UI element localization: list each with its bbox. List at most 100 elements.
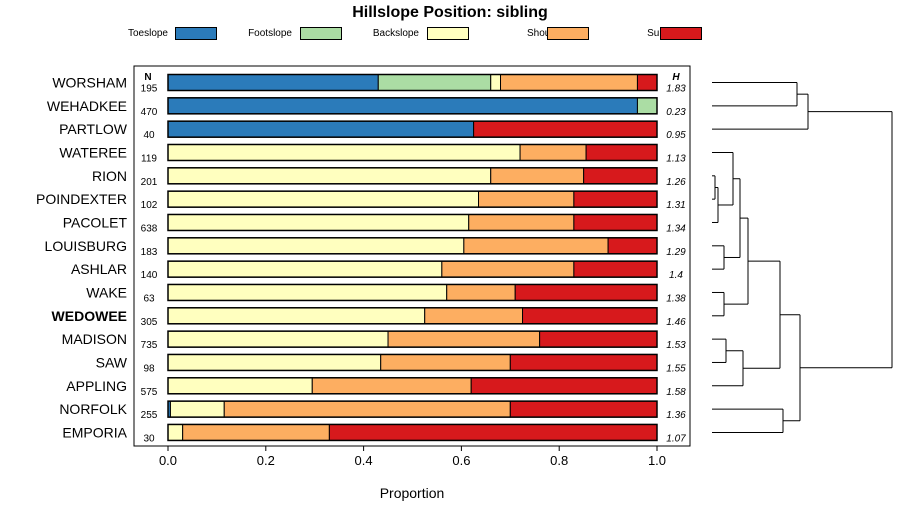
row-label: WORSHAM xyxy=(52,75,127,91)
bar-segment-backslope xyxy=(167,237,465,255)
n-value: 183 xyxy=(141,247,158,258)
bar-outline xyxy=(167,97,658,115)
row-label: MADISON xyxy=(62,331,127,347)
bar-segment-toeslope xyxy=(167,120,475,138)
row-label: WEHADKEE xyxy=(47,98,127,114)
bar-outline xyxy=(167,400,658,418)
row-label: WEDOWEE xyxy=(52,308,127,324)
n-value: 255 xyxy=(141,410,158,421)
bar-outline xyxy=(167,73,658,92)
bar-segment-backslope xyxy=(167,213,470,231)
bar-segment-backslope xyxy=(167,330,389,348)
n-value: 470 xyxy=(141,107,158,118)
bar-segment-backslope xyxy=(167,190,480,208)
bar-outline xyxy=(167,120,658,138)
h-value: 1.13 xyxy=(666,153,686,164)
h-column-header: H xyxy=(672,72,680,83)
bar-segment-shoulder xyxy=(500,74,638,91)
n-column-header: N xyxy=(144,72,151,83)
n-value: 98 xyxy=(143,363,155,374)
h-value: 1.4 xyxy=(669,270,683,281)
x-tick-label: 1.0 xyxy=(648,453,666,468)
n-value: 119 xyxy=(141,153,157,164)
bar-outline xyxy=(167,167,658,185)
bar-segment-summit xyxy=(539,330,658,348)
n-value: 195 xyxy=(141,84,158,95)
bar-segment-backslope xyxy=(167,307,426,325)
h-value: 0.95 xyxy=(666,130,686,141)
h-value: 0.23 xyxy=(666,107,686,118)
row-label: WAKE xyxy=(86,284,127,300)
h-value: 1.36 xyxy=(666,410,686,421)
row-label: PARTLOW xyxy=(59,121,128,137)
bar-segment-toeslope xyxy=(167,97,638,115)
n-value: 140 xyxy=(141,270,158,281)
x-axis-label: Proportion xyxy=(380,485,445,501)
bar-segment-summit xyxy=(514,283,658,301)
h-value: 1.83 xyxy=(666,84,686,95)
n-value: 305 xyxy=(141,317,158,328)
legend-swatch-shoulder xyxy=(547,27,589,40)
row-label: NORFOLK xyxy=(59,401,127,417)
bar-outline xyxy=(167,260,658,278)
legend-label-backslope: Backslope xyxy=(372,28,419,39)
bar-segment-summit xyxy=(470,377,658,395)
h-value: 1.55 xyxy=(666,363,686,374)
bar-segment-backslope xyxy=(167,377,313,395)
n-value: 30 xyxy=(143,433,155,444)
bar-segment-shoulder xyxy=(424,307,524,325)
bar-segment-shoulder xyxy=(468,213,575,231)
bar-segment-backslope xyxy=(169,400,225,418)
bar-segment-footslope xyxy=(636,97,658,115)
x-tick-label: 0.2 xyxy=(257,453,275,468)
bar-outline xyxy=(167,423,658,442)
bar-segment-shoulder xyxy=(478,190,575,208)
row-label: EMPORIA xyxy=(62,424,127,440)
bar-segment-backslope xyxy=(167,353,382,371)
h-value: 1.26 xyxy=(666,177,686,188)
bar-segment-summit xyxy=(636,74,658,91)
bar-segment-backslope xyxy=(490,74,502,91)
h-value: 1.07 xyxy=(666,433,686,444)
bar-outline xyxy=(167,330,658,348)
bar-outline xyxy=(167,377,658,395)
bar-segment-summit xyxy=(509,353,658,371)
bar-segment-toeslope xyxy=(167,74,379,91)
bar-outline xyxy=(167,283,658,302)
bar-segment-shoulder xyxy=(223,400,511,418)
x-tick-label: 0.8 xyxy=(550,453,568,468)
row-label: LOUISBURG xyxy=(45,238,127,254)
bar-segment-shoulder xyxy=(311,377,472,395)
bar-segment-backslope xyxy=(167,423,184,441)
x-tick-label: 0.0 xyxy=(159,453,177,468)
n-value: 201 xyxy=(141,177,158,188)
n-value: 638 xyxy=(141,223,158,234)
bar-segment-footslope xyxy=(377,74,492,91)
row-label: APPLING xyxy=(66,378,127,394)
bar-segment-shoulder xyxy=(446,283,516,301)
row-label: PACOLET xyxy=(63,214,128,230)
bar-segment-summit xyxy=(607,237,658,255)
x-tick-label: 0.6 xyxy=(452,453,470,468)
row-label: SAW xyxy=(96,354,128,370)
bar-segment-summit xyxy=(583,167,658,185)
bar-outline xyxy=(167,237,658,255)
bar-segment-backslope xyxy=(167,167,492,185)
n-value: 40 xyxy=(143,130,155,141)
bar-outline xyxy=(167,143,658,162)
bar-segment-shoulder xyxy=(490,167,585,185)
bar-outline xyxy=(167,353,658,372)
h-value: 1.58 xyxy=(666,387,686,398)
bar-segment-backslope xyxy=(167,143,521,161)
h-value: 1.34 xyxy=(666,223,686,234)
bar-segment-backslope xyxy=(167,283,448,301)
bar-segment-summit xyxy=(573,190,658,208)
chart-title: Hillslope Position: sibling xyxy=(352,4,548,21)
bar-segment-summit xyxy=(328,423,658,441)
bar-segment-summit xyxy=(585,143,658,161)
legend-swatch-summit xyxy=(660,27,702,40)
bar-outline xyxy=(167,213,658,232)
bar-segment-shoulder xyxy=(463,237,609,255)
x-tick-label: 0.4 xyxy=(355,453,373,468)
